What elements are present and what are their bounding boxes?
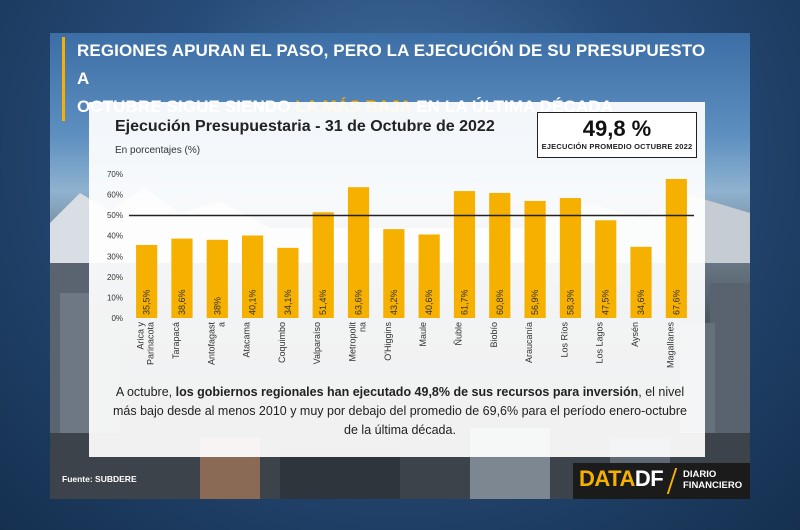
value-label: 40,1% — [248, 289, 258, 315]
chart-subtitle: En porcentajes (%) — [115, 145, 201, 156]
logo-financiero: FINANCIERO — [683, 480, 743, 491]
y-tick-label: 60% — [107, 191, 123, 200]
category-label: Magallanes — [665, 322, 675, 369]
category-label: Maule — [418, 322, 428, 347]
y-axis-ticks: 0% 10% 20% 30% 40% 50% 60% 70% — [107, 170, 123, 323]
bar — [524, 200, 546, 318]
footnote-end: , el nivel más bajo desde al menos 2010 … — [113, 385, 687, 437]
logo-diario-financiero: DIARIO FINANCIERO — [683, 469, 742, 491]
footnote-bold: los gobiernos regionales han ejecutado 4… — [175, 385, 639, 399]
bar — [171, 238, 193, 318]
bar — [418, 234, 440, 318]
category-label: O'Higgins — [383, 322, 393, 361]
category-label: Atacama — [242, 322, 252, 358]
logo-data-text: DATADF — [579, 466, 664, 492]
logo-data: DATA — [579, 466, 635, 491]
value-label: 34,6% — [636, 289, 646, 315]
value-label: 35,5% — [142, 289, 152, 315]
y-tick-label: 30% — [107, 252, 123, 261]
y-tick-label: 50% — [107, 211, 123, 220]
y-tick-label: 40% — [107, 232, 123, 241]
y-tick-label: 10% — [107, 293, 123, 302]
chart-card: Ejecución Presupuestaria - 31 de Octubre… — [89, 102, 705, 457]
category-label: Valparaíso — [312, 322, 322, 364]
category-label: Arica y — [136, 322, 146, 350]
bar — [665, 178, 687, 318]
y-tick-label: 70% — [107, 170, 123, 179]
logo-diario: DIARIO — [683, 469, 717, 480]
category-label: Coquimbo — [277, 322, 287, 363]
value-label: 60,8% — [495, 289, 505, 315]
y-tick-label: 0% — [111, 314, 123, 323]
category-label: Los Lagos — [595, 322, 605, 364]
headline-line-1: REGIONES APURAN EL PASO, PERO LA EJECUCI… — [77, 41, 706, 88]
value-label: 63,6% — [354, 289, 364, 315]
value-label: 38,6% — [177, 289, 187, 315]
bar — [630, 246, 652, 318]
bar — [595, 220, 617, 318]
value-label: 43,2% — [389, 289, 399, 315]
value-label: 56,9% — [530, 289, 540, 315]
y-tick-label: 20% — [107, 273, 123, 282]
bar — [206, 239, 228, 318]
category-label: Aysén — [630, 322, 640, 347]
category-label: Biobío — [489, 322, 499, 348]
value-labels: 35,5% 38,6% 38% 40,1% 34,1% 51,4% 63,6% 43,2% 40… — [142, 289, 682, 315]
category-label: Antofagast — [206, 322, 216, 366]
value-label: 40,6% — [424, 289, 434, 315]
data-df-logo: DATADF DIARIO FINANCIERO — [573, 463, 750, 499]
value-label: 38% — [212, 297, 222, 315]
chart-title: Ejecución Presupuestaria - 31 de Octubre… — [115, 118, 495, 135]
category-label: Metropolit — [348, 322, 358, 362]
footnote-start: A octubre, — [115, 385, 176, 399]
bar — [383, 229, 405, 318]
bar-chart: 0% 10% 20% 30% 40% 50% 60% 70% 35,5% 38,6% 38% 40,… — [107, 170, 694, 369]
category-label: Parinacota — [146, 322, 156, 365]
value-label: 34,1% — [283, 289, 293, 315]
value-label: 61,7% — [459, 289, 469, 315]
bar — [453, 191, 476, 318]
category-label: Tarapacá — [171, 322, 181, 359]
bar — [489, 192, 511, 318]
category-label: Araucanía — [524, 322, 534, 363]
bar — [347, 187, 370, 318]
bar — [277, 247, 299, 318]
bar — [559, 198, 581, 318]
footnote: A octubre, los gobiernos regionales han … — [105, 383, 695, 440]
value-label: 51,4% — [318, 289, 328, 315]
category-label: a — [216, 322, 226, 327]
value-label: 67,6% — [671, 289, 681, 315]
bars — [136, 178, 687, 318]
bar — [136, 244, 158, 318]
value-label: 58,3% — [565, 289, 575, 315]
source-label: Fuente: SUBDERE — [62, 474, 137, 484]
logo-df: DF — [634, 466, 664, 491]
category-label: Ñuble — [453, 322, 463, 346]
bar — [242, 235, 264, 318]
average-summary-box: 49,8 % EJECUCIÓN PROMEDIO OCTUBRE 2022 — [537, 112, 697, 158]
value-label: 47,5% — [601, 289, 611, 315]
logo-separator — [666, 468, 678, 494]
average-value: 49,8 % — [582, 116, 652, 141]
category-label: na — [358, 322, 368, 332]
bar — [312, 212, 334, 318]
category-labels: Arica y Parinacota Tarapacá Antofagast a Atac… — [136, 322, 676, 369]
average-label: EJECUCIÓN PROMEDIO OCTUBRE 2022 — [541, 142, 693, 151]
infographic: REGIONES APURAN EL PASO, PERO LA EJECUCI… — [50, 33, 750, 499]
category-label: Los Ríos — [559, 322, 569, 358]
